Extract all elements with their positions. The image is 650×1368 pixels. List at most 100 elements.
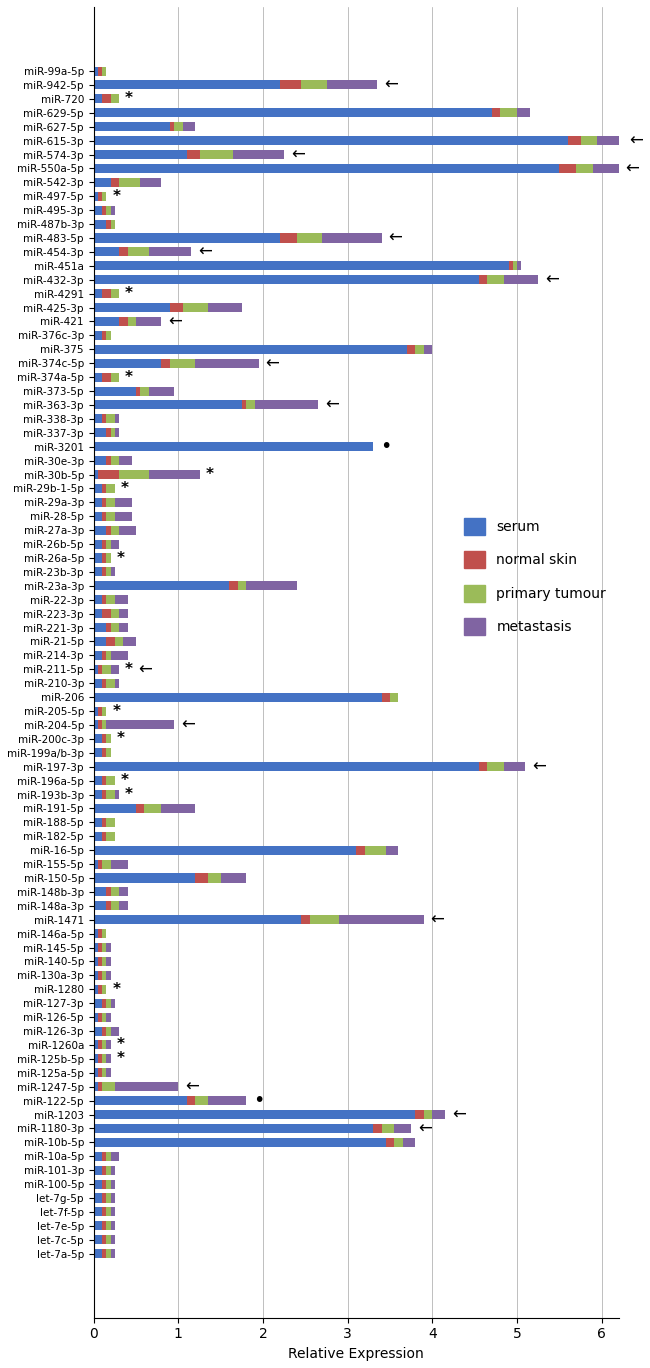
Bar bbox=[107, 568, 111, 576]
Bar bbox=[94, 1179, 102, 1189]
Bar bbox=[107, 721, 174, 729]
Bar bbox=[107, 832, 115, 841]
Bar bbox=[111, 456, 119, 465]
Text: *: * bbox=[205, 466, 213, 482]
Bar bbox=[94, 122, 170, 131]
Bar bbox=[102, 929, 107, 938]
Bar bbox=[94, 442, 373, 451]
Text: ←: ← bbox=[431, 911, 445, 929]
Bar bbox=[94, 1012, 98, 1022]
Text: ←: ← bbox=[325, 395, 339, 415]
Bar bbox=[161, 804, 195, 813]
Bar bbox=[183, 304, 208, 312]
Bar bbox=[195, 874, 208, 882]
Bar bbox=[107, 888, 111, 896]
Bar bbox=[102, 595, 107, 605]
Text: •: • bbox=[253, 1092, 264, 1109]
Bar bbox=[102, 735, 107, 743]
Bar bbox=[94, 1152, 102, 1161]
Bar bbox=[107, 637, 115, 646]
Text: ←: ← bbox=[545, 271, 559, 289]
Bar bbox=[102, 721, 107, 729]
Bar bbox=[98, 985, 102, 993]
Bar bbox=[107, 1222, 111, 1230]
Bar bbox=[94, 874, 195, 882]
Text: ←: ← bbox=[388, 228, 402, 248]
Bar bbox=[220, 874, 246, 882]
Bar bbox=[94, 164, 560, 172]
Bar bbox=[479, 275, 488, 285]
Bar bbox=[102, 554, 107, 562]
Bar bbox=[107, 622, 111, 632]
Bar bbox=[94, 818, 102, 826]
Bar bbox=[107, 415, 115, 424]
Bar bbox=[94, 401, 242, 409]
Bar bbox=[94, 929, 98, 938]
Bar bbox=[107, 748, 111, 758]
Bar bbox=[111, 1179, 115, 1189]
Bar bbox=[94, 248, 119, 256]
Bar bbox=[94, 317, 119, 326]
Text: *: * bbox=[125, 286, 133, 301]
Bar bbox=[508, 261, 513, 271]
Bar bbox=[149, 248, 191, 256]
Text: ←: ← bbox=[625, 160, 639, 178]
Bar bbox=[107, 1152, 111, 1161]
Bar bbox=[488, 275, 504, 285]
Bar bbox=[119, 471, 149, 479]
Bar bbox=[119, 609, 127, 618]
Bar bbox=[111, 1222, 115, 1230]
Bar bbox=[98, 859, 102, 869]
Bar bbox=[94, 94, 102, 104]
Bar bbox=[107, 498, 115, 508]
Bar bbox=[513, 261, 517, 271]
Bar bbox=[94, 637, 107, 646]
Text: *: * bbox=[125, 787, 133, 802]
Bar bbox=[382, 692, 390, 702]
Bar bbox=[98, 1012, 102, 1022]
Bar bbox=[111, 1249, 115, 1259]
Bar bbox=[94, 178, 111, 187]
Bar bbox=[242, 401, 246, 409]
Bar bbox=[94, 888, 107, 896]
Bar bbox=[107, 1041, 111, 1049]
Bar bbox=[102, 331, 107, 339]
Text: *: * bbox=[112, 982, 120, 997]
Bar bbox=[111, 372, 119, 382]
Bar bbox=[102, 1041, 107, 1049]
Bar bbox=[94, 135, 568, 145]
Bar bbox=[580, 135, 597, 145]
Bar bbox=[111, 902, 119, 910]
Bar bbox=[424, 345, 432, 354]
Bar bbox=[102, 498, 107, 508]
Bar bbox=[94, 498, 102, 508]
Bar bbox=[107, 999, 111, 1008]
Bar bbox=[322, 234, 382, 242]
Bar bbox=[102, 1055, 107, 1063]
Bar bbox=[111, 1026, 119, 1036]
Bar bbox=[94, 387, 136, 395]
Bar bbox=[94, 762, 479, 772]
Bar bbox=[94, 651, 102, 659]
Bar bbox=[107, 789, 115, 799]
Bar bbox=[94, 289, 102, 298]
Bar bbox=[107, 1012, 111, 1022]
Bar bbox=[102, 289, 110, 298]
Bar bbox=[98, 929, 102, 938]
Bar bbox=[140, 387, 149, 395]
Bar bbox=[115, 595, 127, 605]
Bar bbox=[102, 1082, 115, 1092]
Bar bbox=[140, 178, 161, 187]
Bar bbox=[111, 999, 115, 1008]
Bar bbox=[136, 804, 144, 813]
Bar bbox=[356, 845, 365, 855]
Bar bbox=[94, 1166, 102, 1175]
Bar bbox=[107, 1068, 111, 1078]
Bar bbox=[98, 958, 102, 966]
Bar bbox=[208, 874, 220, 882]
Bar bbox=[560, 164, 577, 172]
Bar bbox=[200, 150, 233, 159]
Bar bbox=[94, 220, 107, 228]
Bar bbox=[94, 525, 107, 535]
Text: *: * bbox=[112, 189, 120, 204]
